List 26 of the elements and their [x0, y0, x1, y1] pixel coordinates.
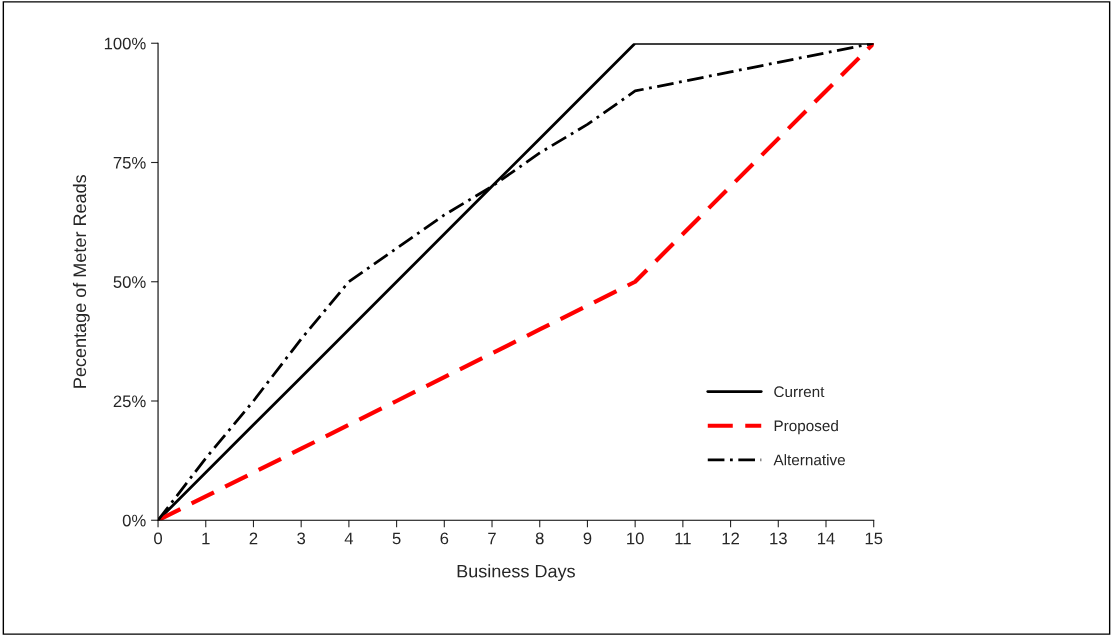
x-tick-label: 11 [675, 532, 691, 545]
legend-label: Proposed [774, 419, 838, 435]
x-tick-label: 8 [535, 532, 544, 545]
x-tick-label: 7 [488, 532, 496, 545]
x-tick-label: 0 [154, 532, 163, 545]
x-tick-label: 3 [297, 532, 306, 545]
x-tick-label: 1 [202, 532, 210, 545]
x-tick-label: 14 [818, 532, 835, 545]
y-tick-label: 75% [113, 156, 146, 169]
legend-label: Current [774, 386, 825, 398]
y-tick-label: 50% [113, 276, 146, 288]
y-tick-label: 100% [104, 37, 146, 50]
x-tick-label: 10 [627, 532, 644, 545]
x-axis-title: Business Days [457, 564, 575, 582]
y-tick-label: 25% [113, 395, 146, 408]
y-tick-label: 0% [122, 514, 146, 527]
x-tick-label: 9 [583, 532, 592, 545]
x-tick-label: 5 [392, 532, 401, 545]
legend-label: Alternative [773, 454, 845, 466]
x-tick-label: 2 [249, 532, 258, 545]
x-tick-label: 12 [722, 532, 740, 545]
x-tick-label: 13 [770, 532, 787, 545]
x-tick-label: 6 [440, 532, 449, 545]
x-tick-label: 4 [344, 532, 354, 545]
y-axis-title: Pecentage of Meter Reads [72, 175, 90, 388]
x-tick-label: 15 [865, 532, 883, 545]
